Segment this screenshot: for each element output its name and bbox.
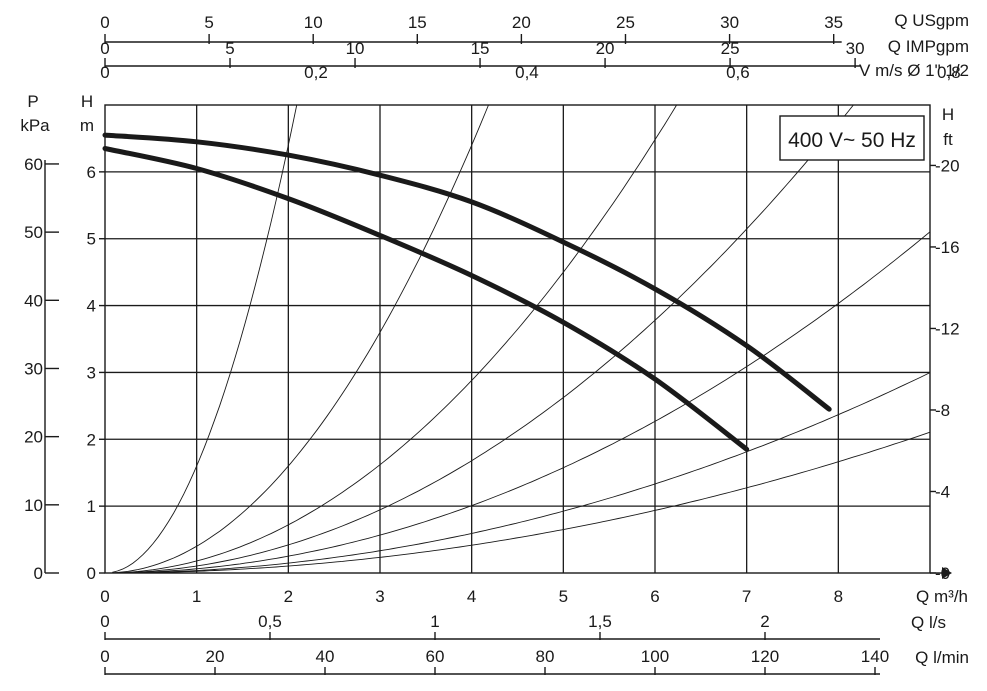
- top-axis-unit-impgpm: Q IMPgpm: [888, 37, 969, 56]
- y-tick-label-m: 4: [87, 297, 96, 316]
- top-tick-label-impgpm: 15: [471, 39, 490, 58]
- y-tick-label-ft: -20: [935, 156, 960, 175]
- bottom-tick-label-ls: 0: [100, 612, 109, 631]
- top-tick-label-usgpm: 25: [616, 13, 635, 32]
- y-tick-label-kpa: 50: [24, 223, 43, 242]
- top-tick-label-impgpm: 0: [100, 39, 109, 58]
- x-axis-m3h-unit: Q m³/h: [916, 587, 968, 606]
- bottom-tick-label-lmin: 0: [100, 647, 109, 666]
- bottom-tick-label-lmin: 20: [206, 647, 225, 666]
- y-axis-ft-unit-bottom: ft: [943, 130, 953, 149]
- y-tick-label-kpa: 10: [24, 496, 43, 515]
- y-tick-label-ft: -16: [935, 238, 960, 257]
- y-axis-ft-unit-top: H: [942, 105, 954, 124]
- y-axis-m-unit-bottom: m: [80, 116, 94, 135]
- system-curve: [112, 431, 931, 574]
- top-tick-label-usgpm: 30: [720, 13, 739, 32]
- system-curves: [112, 104, 931, 574]
- x-tick-label-m3h: 6: [650, 587, 659, 606]
- grid: [105, 105, 930, 573]
- top-tick-label-impgpm: 20: [596, 39, 615, 58]
- legend-box: [779, 115, 925, 161]
- x-tick-label-m3h: 0: [100, 587, 109, 606]
- top-tick-label-usgpm: 10: [304, 13, 323, 32]
- x-tick-label-m3h: 3: [375, 587, 384, 606]
- top-tick-label-velocity: 0,4: [515, 63, 539, 82]
- y-tick-label-m: 6: [87, 163, 96, 182]
- system-curve: [112, 231, 931, 574]
- top-axis-unit-usgpm: Q USgpm: [894, 11, 969, 30]
- y-tick-label-kpa: 20: [24, 428, 43, 447]
- top-tick-label-usgpm: 5: [204, 13, 213, 32]
- y-tick-label-ft: -0: [935, 564, 950, 583]
- y-tick-label-m: 1: [87, 497, 96, 516]
- bottom-tick-label-lmin: 120: [751, 647, 779, 666]
- system-curve: [112, 104, 854, 574]
- bottom-tick-label-ls: 0,5: [258, 612, 282, 631]
- pump-curve-1: [102, 132, 832, 412]
- bottom-tick-label-ls: 1,5: [588, 612, 612, 631]
- x-tick-label-m3h: 1: [192, 587, 201, 606]
- pump-curves: [102, 132, 832, 452]
- bottom-tick-label-lmin: 40: [316, 647, 335, 666]
- system-curve: [112, 104, 489, 574]
- legend-label: 400 V~ 50 Hz: [788, 129, 916, 152]
- y-tick-label-m: 3: [87, 363, 96, 382]
- axis-labels: 0123456Hm0102030405060PkPa-0-4-8-12-16-2…: [20, 11, 969, 667]
- y-tick-label-ft: -12: [935, 319, 960, 338]
- top-tick-label-impgpm: 10: [346, 39, 365, 58]
- axes: [44, 34, 952, 675]
- y-axis-kpa-unit-bottom: kPa: [20, 116, 50, 135]
- x-axis-arrow: [942, 567, 952, 579]
- bottom-tick-label-lmin: 60: [426, 647, 445, 666]
- bottom-tick-label-ls: 2: [760, 612, 769, 631]
- y-tick-label-kpa: 40: [24, 291, 43, 310]
- y-tick-label-m: 5: [87, 230, 96, 249]
- y-tick-label-kpa: 0: [34, 564, 43, 583]
- y-tick-label-m: 0: [87, 564, 96, 583]
- x-tick-label-m3h: 5: [559, 587, 568, 606]
- x-tick-label-m3h: 8: [834, 587, 843, 606]
- top-tick-label-usgpm: 15: [408, 13, 427, 32]
- bottom-tick-label-ls: 1: [430, 612, 439, 631]
- x-tick-label-m3h: 2: [284, 587, 293, 606]
- x-tick-label-m3h: 7: [742, 587, 751, 606]
- y-axis-kpa-unit-top: P: [27, 92, 38, 111]
- top-tick-label-impgpm: 25: [721, 39, 740, 58]
- y-tick-label-ft: -4: [935, 482, 950, 501]
- y-axis-m-unit-top: H: [81, 92, 93, 111]
- x-tick-label-m3h: 4: [467, 587, 476, 606]
- bottom-axis-unit-ls: Q l/s: [911, 613, 946, 632]
- plot-frame: [104, 104, 931, 574]
- top-tick-label-usgpm: 0: [100, 13, 109, 32]
- y-tick-label-kpa: 60: [24, 155, 43, 174]
- y-tick-label-ft: -8: [935, 401, 950, 420]
- top-tick-label-usgpm: 20: [512, 13, 531, 32]
- bottom-tick-label-lmin: 100: [641, 647, 669, 666]
- bottom-tick-label-lmin: 140: [861, 647, 889, 666]
- system-curve: [112, 104, 298, 573]
- top-tick-label-impgpm: 5: [225, 39, 234, 58]
- top-tick-label-velocity: 0: [100, 63, 109, 82]
- system-curve: [112, 372, 931, 574]
- y-tick-label-kpa: 30: [24, 359, 43, 378]
- legend: 400 V~ 50 Hz: [779, 115, 925, 161]
- pump-curve-2: [102, 146, 750, 452]
- top-tick-label-velocity: 0,6: [726, 63, 750, 82]
- y-tick-label-m: 2: [87, 430, 96, 449]
- bottom-axis-unit-lmin: Q l/min: [915, 648, 969, 667]
- top-tick-label-velocity: 0,2: [304, 63, 328, 82]
- system-curve: [112, 104, 677, 574]
- top-tick-label-impgpm: 30: [846, 39, 865, 58]
- top-tick-label-velocity: 0,8: [937, 63, 961, 82]
- bottom-tick-label-lmin: 80: [536, 647, 555, 666]
- top-axis-unit-velocity: V m/s Ø 1" 1/2: [859, 61, 969, 80]
- top-tick-label-usgpm: 35: [824, 13, 843, 32]
